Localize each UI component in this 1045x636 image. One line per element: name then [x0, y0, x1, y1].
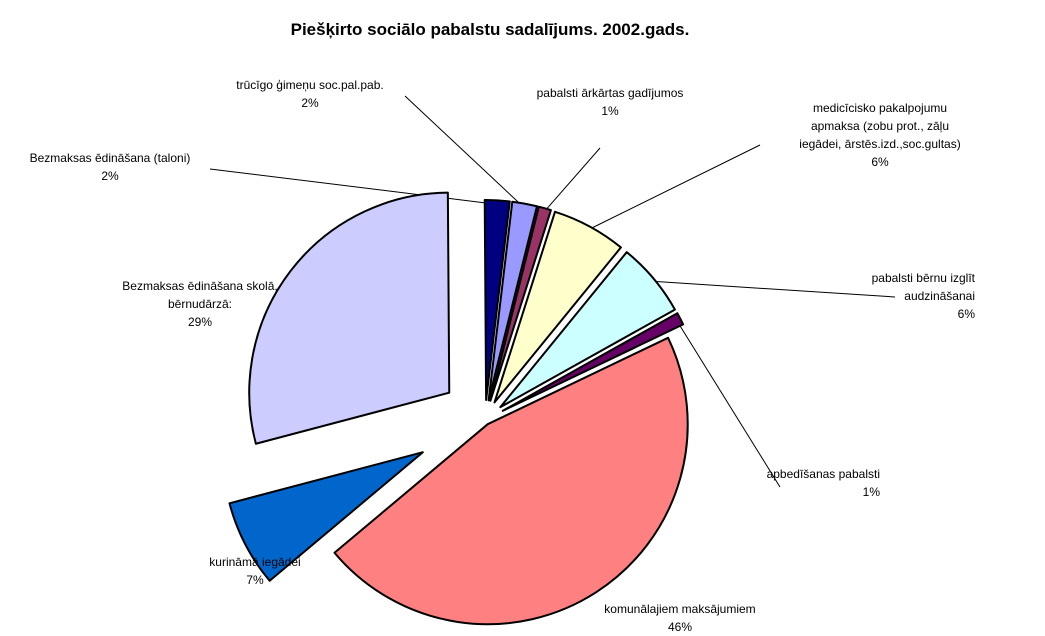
- leader-line: [543, 147, 601, 213]
- pie-slice: [228, 451, 424, 582]
- slice-label: pabalsti ārkārtas gadījumos 1%: [537, 86, 684, 118]
- pie-slice: [483, 199, 511, 402]
- leader-line: [676, 320, 781, 488]
- pie-slice: [489, 205, 552, 402]
- slice-label: apbedīšanas pabalsti 1%: [767, 467, 881, 499]
- slice-label: Bezmaksas ēdināšana (taloni) 2%: [30, 151, 191, 183]
- leader-lines: [209, 95, 896, 488]
- pie-slice: [487, 200, 538, 402]
- chart-title: Piešķirto sociālo pabalstu sadalījums. 2…: [291, 20, 690, 39]
- pie-slices: [228, 191, 689, 626]
- leader-line: [650, 280, 896, 298]
- slice-label: kurināmā iegādei 7%: [209, 555, 300, 587]
- pie-slice: [499, 251, 676, 409]
- pie-slice: [493, 210, 622, 404]
- leader-line: [404, 95, 525, 208]
- slice-label: Bezmaksas ēdināšana skolā, bērnudārzā: 29%: [122, 279, 277, 329]
- slice-label: pabalsti bērnu izglīt audzināšanai 6%: [872, 271, 976, 321]
- slice-label: medicīcisko pakalpojumu apmaksa (zobu pro…: [799, 101, 960, 169]
- pie-slice: [333, 336, 689, 626]
- pie-slice: [501, 312, 685, 412]
- pie-slice: [248, 191, 451, 445]
- slice-label: komunālajiem maksājumiem 46%: [604, 602, 755, 634]
- leader-line: [209, 168, 498, 205]
- slice-labels: pabalsti ārkārtas gadījumos 1% medicīcisko…: [30, 78, 976, 634]
- slice-label: trūcīgo ģimeņu soc.pal.pab. 2%: [236, 78, 383, 110]
- leader-line: [587, 144, 761, 231]
